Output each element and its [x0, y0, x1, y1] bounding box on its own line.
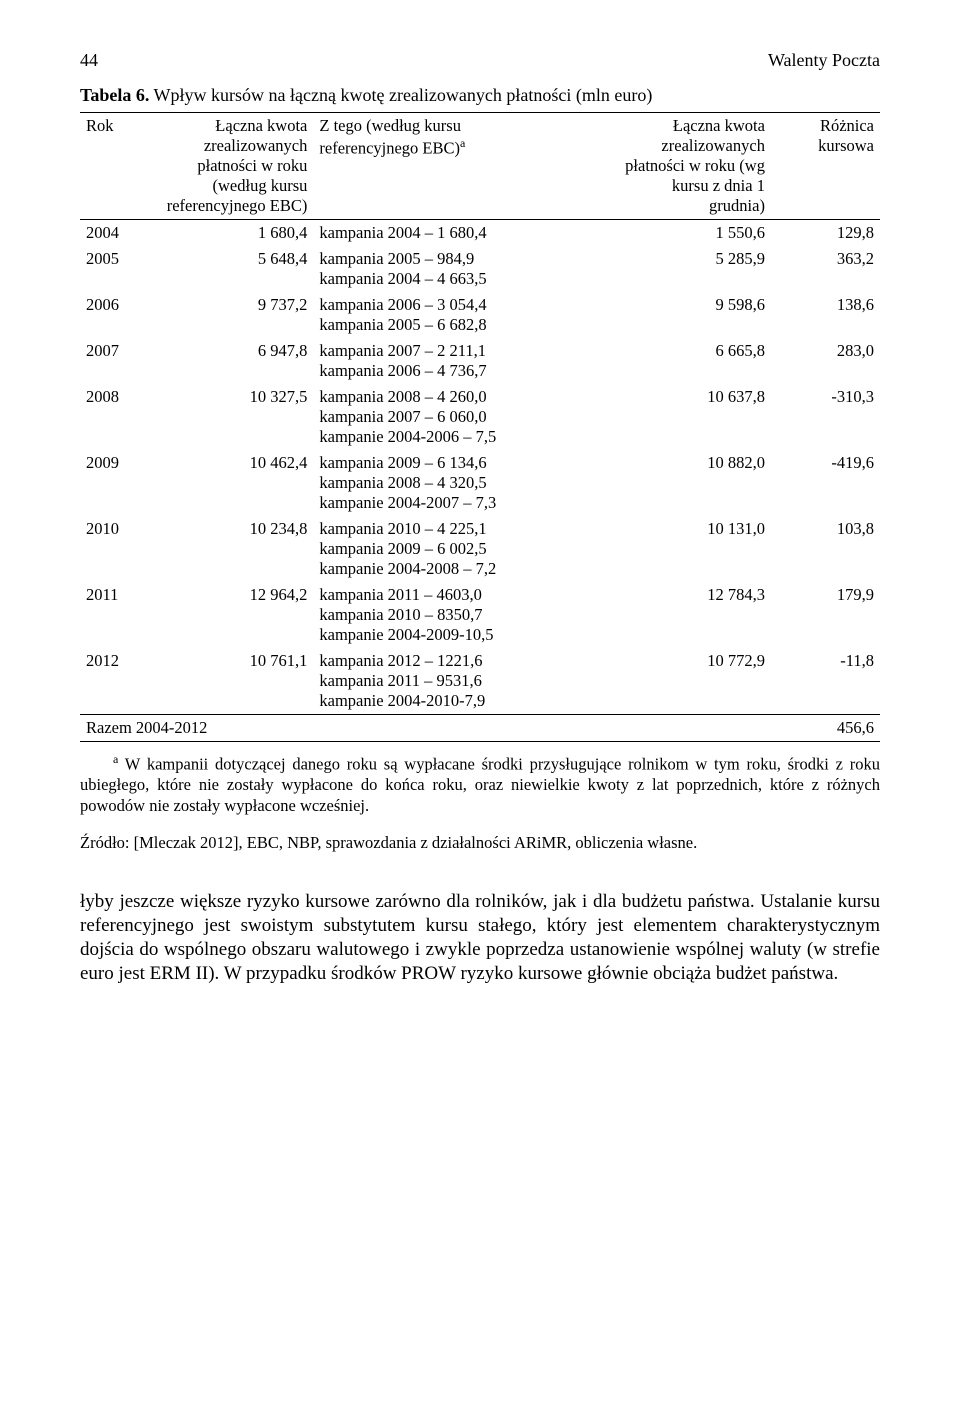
author-name: Walenty Poczta — [768, 50, 880, 71]
cell-a: 5 648,4 — [153, 246, 313, 292]
cell-c: 10 772,9 — [611, 648, 771, 715]
table-body: 20041 680,4kampania 2004 – 1 680,41 550,… — [80, 220, 880, 715]
table-total-row: Razem 2004-2012 456,6 — [80, 715, 880, 742]
cell-b: kampania 2010 – 4 225,1kampania 2009 – 6… — [313, 516, 611, 582]
cell-rok: 2009 — [80, 450, 153, 516]
total-value: 456,6 — [771, 715, 880, 742]
cell-rok: 2005 — [80, 246, 153, 292]
cell-rok: 2011 — [80, 582, 153, 648]
cell-c: 5 285,9 — [611, 246, 771, 292]
cell-b: kampania 2004 – 1 680,4 — [313, 220, 611, 247]
page: 44 Walenty Poczta Tabela 6. Wpływ kursów… — [0, 0, 960, 1414]
cell-b: kampania 2011 – 4603,0kampania 2010 – 83… — [313, 582, 611, 648]
footnote: a W kampanii dotyczącej danego roku są w… — [80, 752, 880, 816]
table-row: 20076 947,8kampania 2007 – 2 211,1kampan… — [80, 338, 880, 384]
table-header-row: Rok Łączna kwota zrealizowanych płatnośc… — [80, 113, 880, 220]
cell-d: 129,8 — [771, 220, 880, 247]
cell-rok: 2008 — [80, 384, 153, 450]
cell-rok: 2012 — [80, 648, 153, 715]
cell-d: -11,8 — [771, 648, 880, 715]
table-row: 201010 234,8kampania 2010 – 4 225,1kampa… — [80, 516, 880, 582]
cell-c: 6 665,8 — [611, 338, 771, 384]
cell-rok: 2010 — [80, 516, 153, 582]
cell-a: 1 680,4 — [153, 220, 313, 247]
cell-b: kampania 2005 – 984,9kampania 2004 – 4 6… — [313, 246, 611, 292]
page-number: 44 — [80, 50, 98, 71]
col-header-b-sup: a — [460, 136, 465, 150]
cell-rok: 2007 — [80, 338, 153, 384]
cell-b: kampania 2012 – 1221,6kampania 2011 – 95… — [313, 648, 611, 715]
cell-d: 103,8 — [771, 516, 880, 582]
col-header-rok: Rok — [80, 113, 153, 220]
col-header-a: Łączna kwota zrealizowanych płatności w … — [153, 113, 313, 220]
cell-rok: 2004 — [80, 220, 153, 247]
cell-d: 138,6 — [771, 292, 880, 338]
table-row: 201112 964,2kampania 2011 – 4603,0kampan… — [80, 582, 880, 648]
cell-c: 10 637,8 — [611, 384, 771, 450]
source-line: Źródło: [Mleczak 2012], EBC, NBP, sprawo… — [80, 833, 880, 854]
table-row: 200810 327,5kampania 2008 – 4 260,0kampa… — [80, 384, 880, 450]
cell-a: 10 327,5 — [153, 384, 313, 450]
total-label: Razem 2004-2012 — [80, 715, 771, 742]
table-caption-label: Tabela 6. — [80, 85, 149, 105]
cell-a: 10 462,4 — [153, 450, 313, 516]
cell-rok: 2006 — [80, 292, 153, 338]
table-row: 20055 648,4kampania 2005 – 984,9kampania… — [80, 246, 880, 292]
data-table: Rok Łączna kwota zrealizowanych płatnośc… — [80, 112, 880, 742]
table-row: 20041 680,4kampania 2004 – 1 680,41 550,… — [80, 220, 880, 247]
table-row: 201210 761,1kampania 2012 – 1221,6kampan… — [80, 648, 880, 715]
cell-c: 10 131,0 — [611, 516, 771, 582]
footnote-text: W kampanii dotyczącej danego roku są wyp… — [80, 755, 880, 815]
cell-a: 9 737,2 — [153, 292, 313, 338]
table-caption-text: Wpływ kursów na łączną kwotę zrealizowan… — [149, 85, 652, 105]
cell-b: kampania 2008 – 4 260,0kampania 2007 – 6… — [313, 384, 611, 450]
table-caption: Tabela 6. Wpływ kursów na łączną kwotę z… — [80, 85, 880, 106]
cell-c: 9 598,6 — [611, 292, 771, 338]
cell-c: 1 550,6 — [611, 220, 771, 247]
cell-b: kampania 2006 – 3 054,4kampania 2005 – 6… — [313, 292, 611, 338]
cell-a: 10 234,8 — [153, 516, 313, 582]
table-row: 20069 737,2kampania 2006 – 3 054,4kampan… — [80, 292, 880, 338]
body-paragraph: łyby jeszcze większe ryzyko kursowe zaró… — [80, 890, 880, 987]
col-header-b: Z tego (według kursu referencyjnego EBC)… — [313, 113, 611, 220]
cell-a: 6 947,8 — [153, 338, 313, 384]
cell-c: 12 784,3 — [611, 582, 771, 648]
cell-b: kampania 2009 – 6 134,6kampania 2008 – 4… — [313, 450, 611, 516]
cell-d: -310,3 — [771, 384, 880, 450]
cell-a: 12 964,2 — [153, 582, 313, 648]
cell-d: 363,2 — [771, 246, 880, 292]
col-header-b-l2: referencyjnego EBC) — [319, 139, 460, 158]
page-header: 44 Walenty Poczta — [80, 50, 880, 71]
cell-d: 179,9 — [771, 582, 880, 648]
col-header-d: Różnica kursowa — [771, 113, 880, 220]
col-header-c: Łączna kwota zrealizowanych płatności w … — [611, 113, 771, 220]
col-header-b-l1: Z tego (według kursu — [319, 116, 461, 135]
cell-a: 10 761,1 — [153, 648, 313, 715]
cell-b: kampania 2007 – 2 211,1kampania 2006 – 4… — [313, 338, 611, 384]
cell-d: -419,6 — [771, 450, 880, 516]
cell-c: 10 882,0 — [611, 450, 771, 516]
cell-d: 283,0 — [771, 338, 880, 384]
table-row: 200910 462,4kampania 2009 – 6 134,6kampa… — [80, 450, 880, 516]
